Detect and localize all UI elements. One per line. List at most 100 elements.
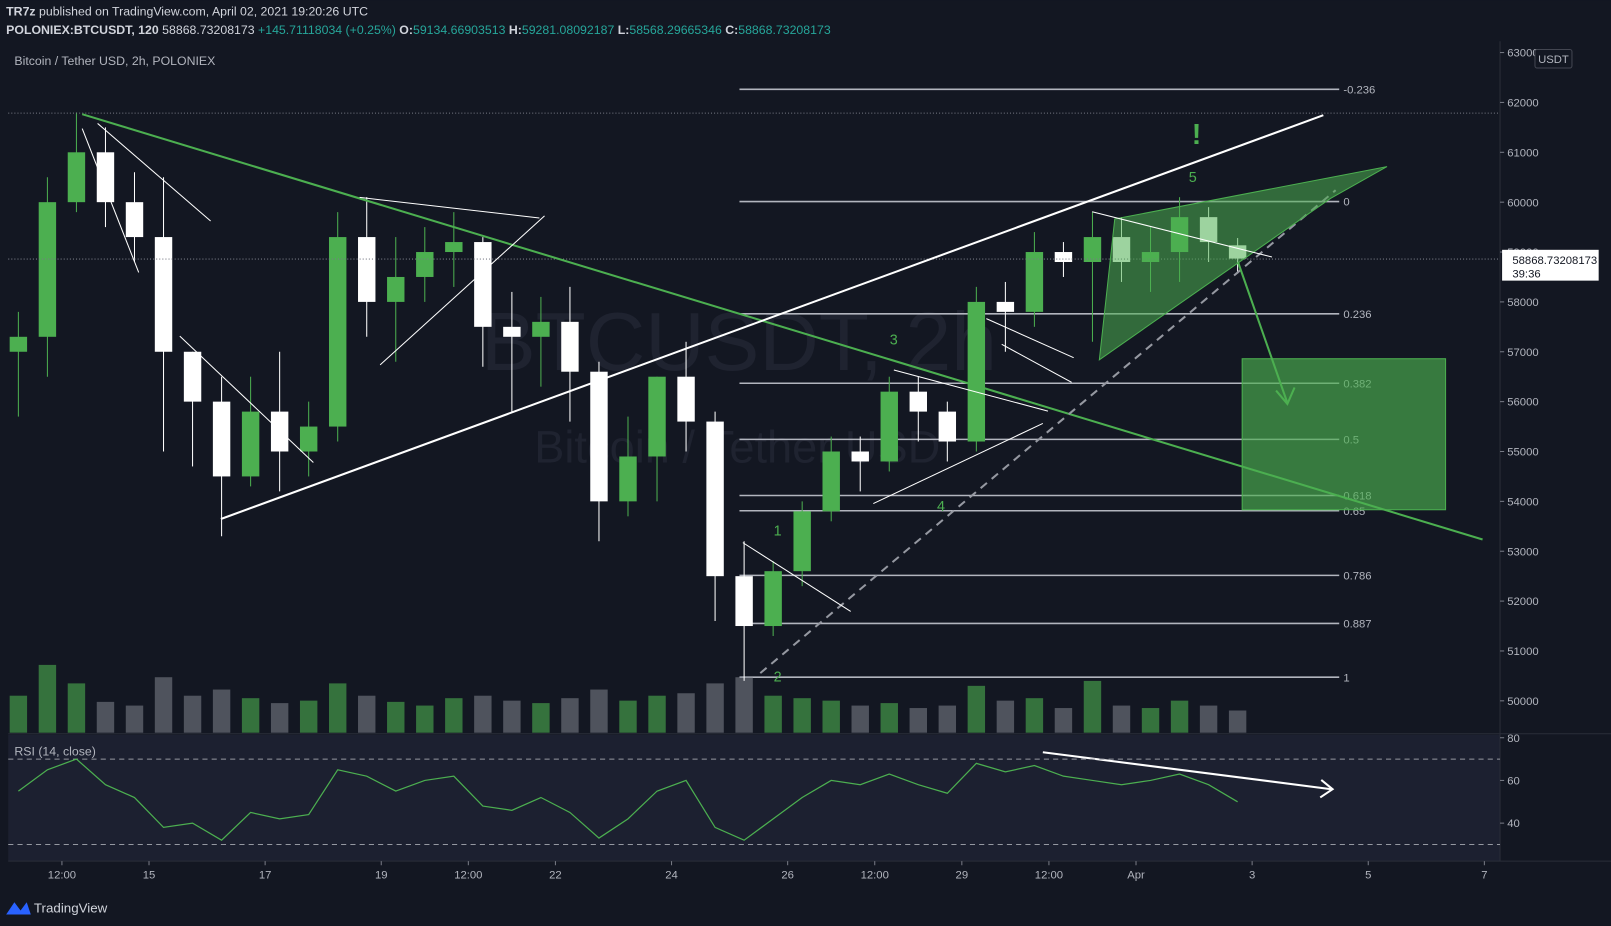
candle-body [503, 326, 521, 337]
volume-bar [880, 703, 898, 733]
price-tag [1502, 249, 1599, 281]
y-tick-label: 56000 [1507, 397, 1538, 409]
volume-bar [532, 703, 550, 733]
candle-body [9, 336, 28, 352]
rsi-group: 40 60 80 [8, 733, 1520, 845]
pattern-line [986, 318, 1074, 359]
candle-body [183, 351, 202, 402]
rsi-tick-label: 60 [1507, 776, 1520, 788]
y-tick-label: 54000 [1507, 496, 1538, 508]
volume-bar [328, 683, 347, 733]
x-tick-label: 24 [665, 870, 678, 882]
volume-bar [96, 701, 115, 733]
arrow-head [1319, 779, 1335, 799]
candle-body [1083, 237, 1102, 263]
candle-body [880, 391, 898, 462]
volume-bar [822, 700, 840, 733]
pattern-line [179, 335, 314, 463]
volume-bar [503, 700, 521, 733]
candle-body [532, 321, 550, 337]
o: 59134.66903513 [413, 23, 506, 37]
pattern-line [742, 542, 851, 612]
volume-bar [1170, 700, 1189, 733]
arrow-head [1275, 387, 1296, 406]
candle-body [387, 276, 405, 302]
candle-body [270, 411, 289, 452]
trend-line [759, 189, 1337, 674]
fib-label: 0 [1343, 197, 1349, 209]
x-tick-label: 5 [1365, 870, 1371, 882]
x-tick-label: 12:00 [1035, 870, 1063, 882]
x-tick-label: 19 [375, 870, 388, 882]
candle-body [212, 401, 231, 477]
pattern-line [97, 123, 211, 222]
rsi-divergence [1042, 751, 1332, 791]
axes-group: 50000 51000 52000 53000 54000 55000 56000 57000… [48, 48, 1539, 882]
x-tick-label: 29 [956, 870, 969, 882]
candles-group [9, 112, 1247, 681]
h-label: H: [509, 23, 522, 37]
x-tick-label: Apr [1127, 870, 1145, 882]
o-label: O: [399, 23, 413, 37]
x-tick-label: 26 [781, 870, 794, 882]
candle-body [938, 411, 957, 442]
pattern-line [1092, 211, 1273, 258]
pattern-line [359, 196, 540, 219]
candle-body [735, 576, 753, 627]
y-tick-label: 52000 [1507, 596, 1538, 608]
signal: ! [1192, 119, 1202, 151]
arrow [1237, 261, 1289, 404]
fib-label: 0.236 [1343, 309, 1371, 321]
candle-body [474, 242, 492, 327]
y-tick-label: 51000 [1507, 646, 1538, 658]
volume-bar [938, 705, 957, 733]
candle-body [241, 411, 260, 477]
c-label: C: [725, 23, 738, 37]
volume-bar [706, 683, 724, 733]
fib-label: 0.887 [1343, 619, 1371, 631]
brand: TradingView [34, 900, 108, 915]
currency: USDT [1538, 54, 1569, 66]
volume-bar [1054, 708, 1073, 733]
candle-body [822, 451, 840, 512]
volume-bar [648, 695, 666, 733]
volume-bar [590, 689, 608, 733]
volume-bar [967, 685, 986, 733]
candle-body [96, 152, 115, 203]
l: 58568.29665346 [629, 23, 722, 37]
candle-body [793, 511, 811, 572]
watermark: BTCUSDT, 2h [481, 297, 997, 388]
wave-label: 1 [774, 523, 782, 539]
candle-body [416, 252, 434, 277]
candle-body [590, 371, 608, 502]
y-tick-label: 55000 [1507, 447, 1538, 459]
wave-label: 4 [937, 499, 945, 515]
trend-line [220, 114, 1324, 520]
logo [6, 902, 31, 915]
rsi-tick-label: 80 [1507, 733, 1520, 745]
candle-body [851, 451, 869, 462]
symbol: POLONIEX:BTCUSDT, 120 [6, 23, 159, 37]
volume-bar [299, 700, 318, 733]
volume-bar [851, 705, 869, 733]
y-tick-label: 53000 [1507, 546, 1538, 558]
candle-body [561, 321, 579, 372]
publisher: TR7z [6, 5, 35, 19]
volume-bar [241, 698, 260, 733]
volume-bar [474, 695, 492, 733]
volume-bar [909, 708, 927, 733]
pattern-line [873, 422, 1044, 505]
pattern-line [893, 369, 1049, 412]
volume-group [9, 664, 1247, 733]
y-tick-label: 61000 [1507, 147, 1538, 159]
volume-bar [387, 701, 405, 733]
volume-bar [619, 700, 637, 733]
candle-body [1025, 252, 1044, 312]
change: +145.71118034 (+0.25%) [258, 23, 396, 37]
candle-body [299, 426, 318, 452]
rsi-line [18, 758, 1238, 841]
candle-body [38, 202, 57, 337]
currency-badge [1534, 48, 1573, 69]
